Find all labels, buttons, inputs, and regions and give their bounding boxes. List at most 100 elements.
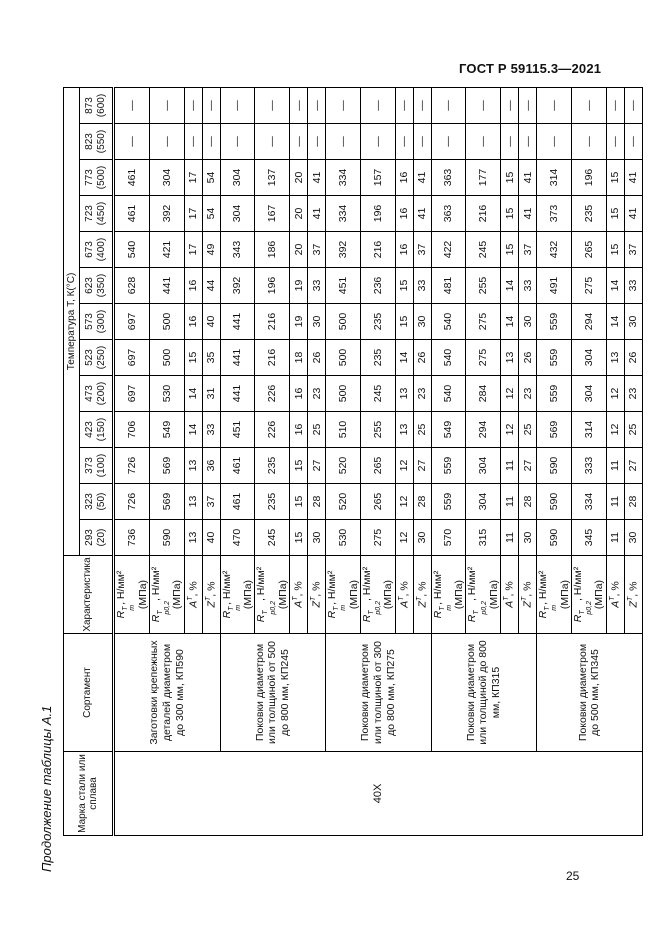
value-cell: 12: [500, 411, 519, 448]
value-cell: 14: [606, 303, 624, 340]
value-cell: 41: [518, 195, 537, 232]
value-cell: 265: [571, 231, 606, 268]
characteristic-cell: AT, %: [606, 555, 624, 634]
value-cell: 14: [500, 267, 519, 304]
value-cell: 363: [431, 195, 466, 232]
value-cell: 54: [202, 195, 220, 232]
value-cell: 216: [254, 339, 290, 376]
value-cell: 33: [518, 267, 537, 304]
value-cell: 30: [307, 519, 326, 556]
value-cell: —: [220, 123, 255, 160]
value-cell: 41: [624, 195, 642, 232]
value-cell: 540: [431, 303, 466, 340]
value-cell: 530: [325, 519, 361, 556]
value-cell: 15: [289, 483, 308, 520]
value-cell: 26: [413, 339, 431, 376]
temperature-header-cell: 573 (300): [79, 303, 114, 340]
value-cell: 11: [606, 483, 624, 520]
value-cell: 373: [536, 195, 572, 232]
value-cell: 500: [325, 339, 361, 376]
value-cell: 19: [289, 303, 308, 340]
value-cell: 14: [606, 267, 624, 304]
value-cell: 265: [360, 447, 395, 484]
value-cell: 30: [413, 519, 431, 556]
value-cell: 441: [220, 375, 255, 412]
value-cell: 549: [149, 411, 184, 448]
value-cell: 216: [465, 195, 501, 232]
value-cell: —: [184, 123, 202, 160]
value-cell: 41: [413, 159, 431, 196]
col-header-sortament: Сортамент: [63, 633, 114, 752]
value-cell: 441: [220, 339, 255, 376]
value-cell: 37: [624, 231, 642, 268]
value-cell: 590: [536, 483, 572, 520]
value-cell: 392: [220, 267, 255, 304]
value-cell: 549: [431, 411, 466, 448]
value-cell: 14: [184, 375, 202, 412]
value-cell: 569: [536, 411, 572, 448]
value-cell: 30: [518, 519, 537, 556]
value-cell: 255: [465, 267, 501, 304]
value-cell: 315: [465, 519, 501, 556]
value-cell: —: [254, 123, 290, 160]
value-cell: 30: [413, 303, 431, 340]
value-cell: 25: [518, 411, 537, 448]
value-cell: 334: [571, 483, 606, 520]
temperature-header-cell: 473 (200): [79, 375, 114, 412]
value-cell: 392: [149, 195, 184, 232]
value-cell: 137: [254, 159, 290, 196]
value-cell: 12: [395, 483, 413, 520]
value-cell: 421: [149, 231, 184, 268]
value-cell: 25: [413, 411, 431, 448]
value-cell: 461: [220, 447, 255, 484]
value-cell: —: [465, 123, 501, 160]
value-cell: —: [184, 87, 202, 124]
value-cell: —: [606, 87, 624, 124]
value-cell: 25: [307, 411, 326, 448]
value-cell: —: [571, 123, 606, 160]
value-cell: 40: [202, 303, 220, 340]
value-cell: 245: [360, 375, 395, 412]
value-cell: 334: [325, 195, 361, 232]
value-cell: 314: [571, 411, 606, 448]
sortament-cell: Заготовки крепежных деталей диаметром до…: [113, 633, 220, 752]
value-cell: —: [500, 123, 519, 160]
value-cell: —: [571, 87, 606, 124]
value-cell: 13: [395, 411, 413, 448]
value-cell: 235: [360, 339, 395, 376]
value-cell: —: [254, 87, 290, 124]
characteristic-cell: ZT, %: [307, 555, 326, 634]
value-cell: 20: [289, 159, 308, 196]
value-cell: —: [606, 123, 624, 160]
value-cell: 16: [184, 303, 202, 340]
sortament-cell: Поковки диаметром или толщиной от 300 до…: [325, 633, 431, 752]
value-cell: 343: [220, 231, 255, 268]
characteristic-cell: AT, %: [395, 555, 413, 634]
value-cell: 13: [395, 375, 413, 412]
value-cell: —: [202, 123, 220, 160]
value-cell: 334: [325, 159, 361, 196]
temperature-header-cell: 423 (150): [79, 411, 114, 448]
value-cell: 15: [606, 231, 624, 268]
value-cell: 36: [202, 447, 220, 484]
value-cell: 540: [431, 375, 466, 412]
value-cell: 11: [606, 447, 624, 484]
temperature-header-cell: 293 (20): [79, 519, 114, 556]
value-cell: 559: [431, 447, 466, 484]
value-cell: —: [307, 87, 326, 124]
temperature-header-cell: 673 (400): [79, 231, 114, 268]
sortament-cell: Поковки диаметром или толщиной до 800 мм…: [431, 633, 537, 752]
value-cell: 28: [307, 483, 326, 520]
value-cell: 461: [113, 159, 150, 196]
value-cell: 500: [149, 303, 184, 340]
value-cell: —: [149, 87, 184, 124]
value-cell: 304: [149, 159, 184, 196]
value-cell: 235: [571, 195, 606, 232]
value-cell: 27: [518, 447, 537, 484]
value-cell: 37: [202, 483, 220, 520]
